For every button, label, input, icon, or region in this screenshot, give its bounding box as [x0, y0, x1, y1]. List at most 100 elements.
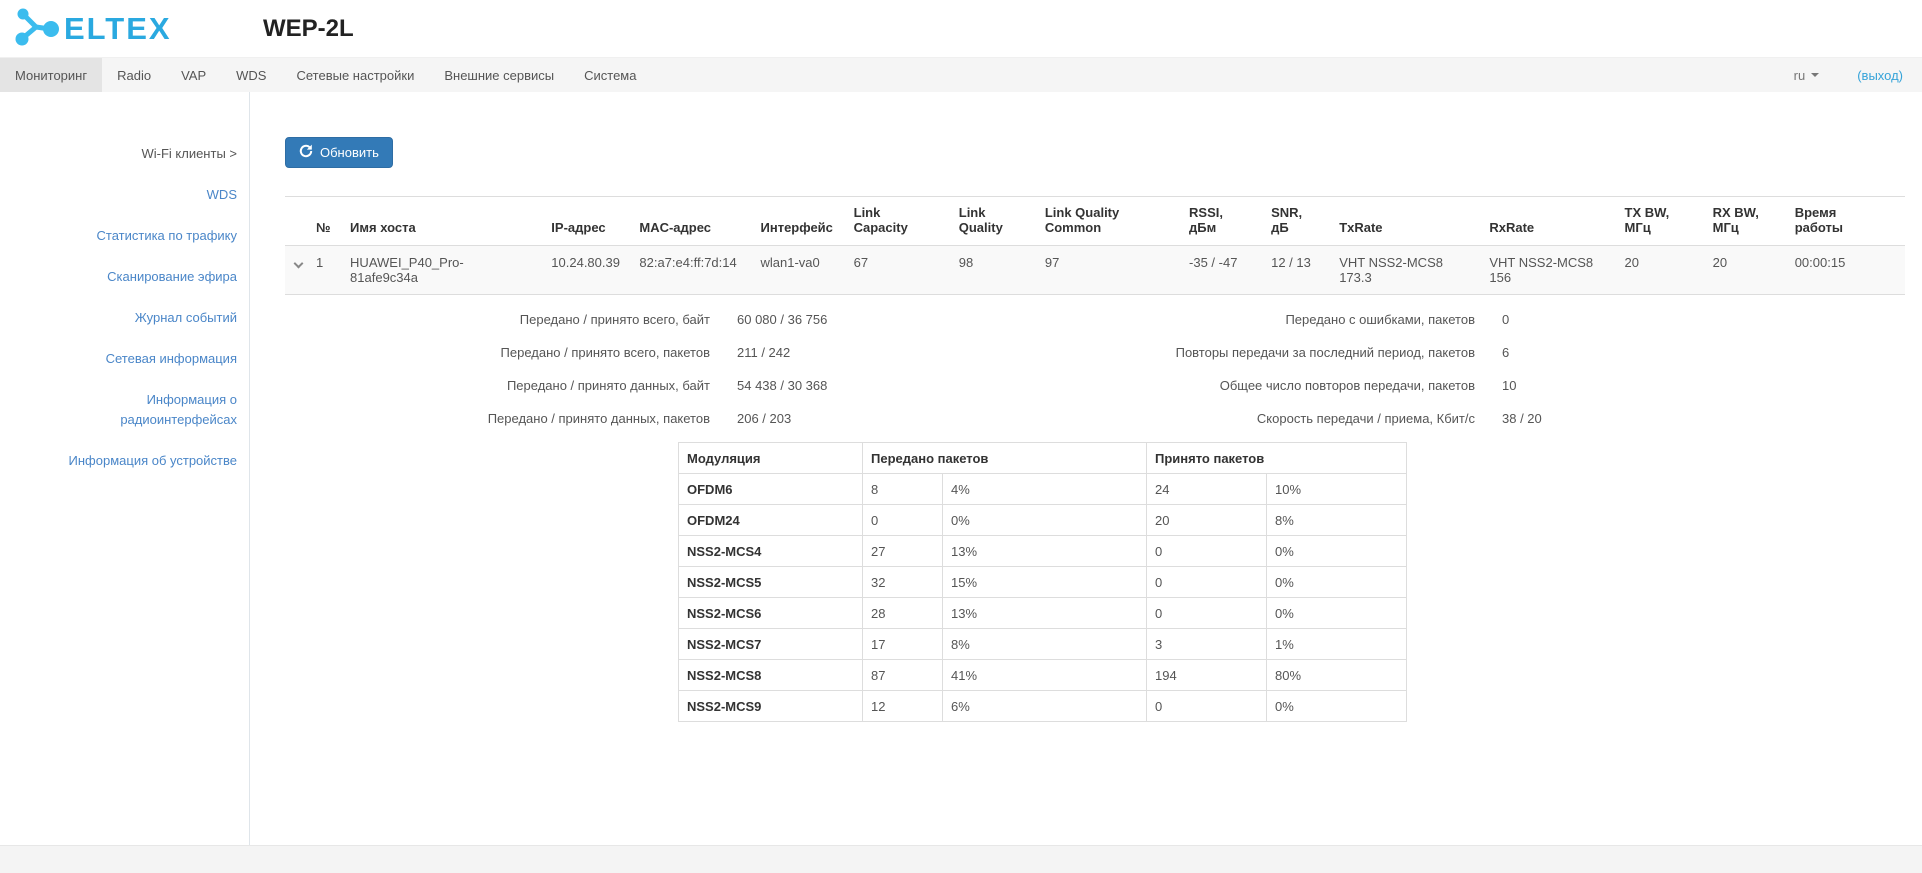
sidebar: Wi-Fi клиенты > WDS Статистика по трафик…	[0, 92, 250, 845]
column-header-hostname: Имя хоста	[342, 196, 544, 246]
client-details-stats: Передано / принято всего, байт 60 080 / …	[285, 303, 1905, 435]
language-code: ru	[1793, 67, 1806, 83]
rx-packets-col-header: Принято пакетов	[1146, 442, 1407, 474]
modulation-row: NSS2-MCS9 12 6% 0 0%	[678, 690, 1407, 722]
sidebar-item-traffic-statistics[interactable]: Статистика по трафику	[96, 228, 237, 243]
column-header-num: №	[308, 196, 343, 246]
cell-snr: 12 / 13	[1263, 245, 1332, 295]
eltex-logo: ELTEX	[14, 6, 219, 51]
column-header-txrate: TxRate	[1331, 196, 1482, 246]
column-header-link-quality-common: Link Quality Common	[1036, 196, 1182, 246]
caret-down-icon	[1811, 73, 1820, 77]
stat-value: 211 / 242	[737, 345, 791, 360]
clients-table-header-row: № Имя хоста IP-адрес MAC-адрес Интерфейс…	[285, 196, 1905, 246]
column-header-rx-bw: RX BW, МГц	[1704, 196, 1787, 246]
row-expand-toggle[interactable]	[285, 245, 309, 295]
column-header-rxrate: RxRate	[1481, 196, 1617, 246]
column-header-tx-bw: TX BW, МГц	[1616, 196, 1705, 246]
column-header-link-capacity: Link Capacity	[845, 196, 951, 246]
stat-label: Скорость передачи / приема, Кбит/с	[1256, 411, 1475, 426]
stat-value: 206 / 203	[737, 411, 792, 426]
stat-value: 54 438 / 30 368	[737, 378, 828, 393]
stat-value: 38 / 20	[1502, 411, 1542, 426]
cell-hostname: HUAWEI_P40_Pro-81afe9c34a	[342, 245, 544, 295]
column-header-uptime: Время работы	[1786, 196, 1905, 246]
main-content: Обновить № Имя хоста IP-адрес MAC-адрес …	[250, 92, 1922, 845]
logout-link[interactable]: (выход)	[1857, 67, 1903, 83]
page-layout: Wi-Fi клиенты > WDS Статистика по трафик…	[0, 92, 1922, 845]
cell-link-quality-common: 97	[1036, 245, 1182, 295]
sidebar-item-wds[interactable]: WDS	[206, 187, 237, 202]
cell-txrate: VHT NSS2-MCS8 173.3	[1331, 245, 1482, 295]
modulation-table: Модуляция Передано пакетов Принято пакет…	[678, 442, 1407, 722]
client-table-row: 1 HUAWEI_P40_Pro-81afe9c34a 10.24.80.39 …	[285, 245, 1905, 295]
modulation-row: NSS2-MCS5 32 15% 0 0%	[678, 566, 1407, 598]
stat-label: Передано с ошибками, пакетов	[1285, 312, 1475, 327]
sidebar-item-network-info[interactable]: Сетевая информация	[105, 351, 237, 366]
stat-label: Передано / принято всего, пакетов	[500, 345, 710, 360]
language-dropdown[interactable]: ru	[1794, 68, 1820, 83]
tab-system[interactable]: Система	[584, 67, 637, 83]
stat-value: 60 080 / 36 756	[737, 312, 828, 327]
column-header-ip: IP-адрес	[543, 196, 632, 246]
stat-label: Передано / принято данных, пакетов	[487, 411, 710, 426]
stat-label: Общее число повторов передачи, пакетов	[1219, 378, 1475, 393]
cell-ip: 10.24.80.39	[543, 245, 632, 295]
modulation-row: NSS2-MCS7 17 8% 3 1%	[678, 628, 1407, 660]
modulation-row: NSS2-MCS6 28 13% 0 0%	[678, 597, 1407, 629]
refresh-button[interactable]: Обновить	[285, 137, 393, 168]
tab-external-services[interactable]: Внешние сервисы	[444, 67, 555, 83]
sidebar-item-wifi-clients[interactable]: Wi-Fi клиенты >	[141, 146, 237, 161]
column-header-link-quality: Link Quality	[950, 196, 1037, 246]
page-footer	[0, 845, 1922, 873]
tab-radio[interactable]: Radio	[117, 67, 152, 83]
column-header-rssi: RSSI, дБм	[1181, 196, 1264, 246]
stat-value: 6	[1502, 345, 1510, 360]
cell-rxrate: VHT NSS2-MCS8 156	[1481, 245, 1617, 295]
sidebar-item-event-log[interactable]: Журнал событий	[134, 310, 237, 325]
wifi-clients-table: № Имя хоста IP-адрес MAC-адрес Интерфейс…	[285, 196, 1905, 295]
cell-link-capacity: 67	[845, 245, 951, 295]
modulation-header-row: Модуляция Передано пакетов Принято пакет…	[678, 442, 1407, 474]
tab-vap[interactable]: VAP	[181, 67, 207, 83]
page-title: WEP-2L	[263, 14, 354, 42]
modulation-row: OFDM24 0 0% 20 8%	[678, 504, 1407, 536]
cell-interface: wlan1-va0	[752, 245, 846, 295]
cell-rssi: -35 / -47	[1181, 245, 1264, 295]
sidebar-item-device-info[interactable]: Информация об устройстве	[68, 453, 237, 468]
stat-label: Передано / принято всего, байт	[519, 312, 710, 327]
eltex-molecule-icon	[14, 6, 60, 51]
sidebar-item-radio-interfaces-info[interactable]: Информация о радиоинтерфейсах	[120, 392, 237, 427]
column-header-mac: MAC-адрес	[631, 196, 753, 246]
modulation-row: OFDM6 8 4% 24 10%	[678, 473, 1407, 505]
nav-right: ru (выход)	[1794, 58, 1922, 92]
stat-label: Повторы передачи за последний период, па…	[1175, 345, 1475, 360]
tab-network-settings[interactable]: Сетевые настройки	[296, 67, 415, 83]
tab-monitoring[interactable]: Мониторинг	[0, 58, 103, 92]
cell-uptime: 00:00:15	[1786, 245, 1905, 295]
top-header: ELTEX WEP-2L	[0, 0, 1922, 57]
logo-text: ELTEX	[64, 10, 172, 46]
stat-value: 0	[1502, 312, 1510, 327]
cell-tx-bw: 20	[1616, 245, 1705, 295]
cell-num: 1	[308, 245, 343, 295]
cell-rx-bw: 20	[1704, 245, 1787, 295]
refresh-icon	[299, 144, 320, 161]
modulation-row: NSS2-MCS4 27 13% 0 0%	[678, 535, 1407, 567]
column-header-interface: Интерфейс	[752, 196, 846, 246]
tx-packets-col-header: Передано пакетов	[862, 442, 1147, 474]
cell-link-quality: 98	[950, 245, 1037, 295]
sidebar-item-air-scan[interactable]: Сканирование эфира	[107, 269, 237, 284]
stat-label: Передано / принято данных, байт	[506, 378, 710, 393]
column-header-snr: SNR, дБ	[1263, 196, 1332, 246]
column-header-expand	[285, 196, 309, 246]
chevron-down-icon	[293, 258, 304, 269]
stat-value: 10	[1502, 378, 1517, 393]
main-navbar: Мониторинг Radio VAP WDS Сетевые настрой…	[0, 57, 1922, 92]
cell-mac: 82:a7:e4:ff:7d:14	[631, 245, 753, 295]
modulation-col-header: Модуляция	[678, 442, 863, 474]
nav-tabs: Мониторинг Radio VAP WDS Сетевые настрой…	[0, 58, 651, 92]
modulation-row: NSS2-MCS8 87 41% 194 80%	[678, 659, 1407, 691]
refresh-button-label: Обновить	[320, 145, 379, 160]
tab-wds[interactable]: WDS	[236, 67, 267, 83]
